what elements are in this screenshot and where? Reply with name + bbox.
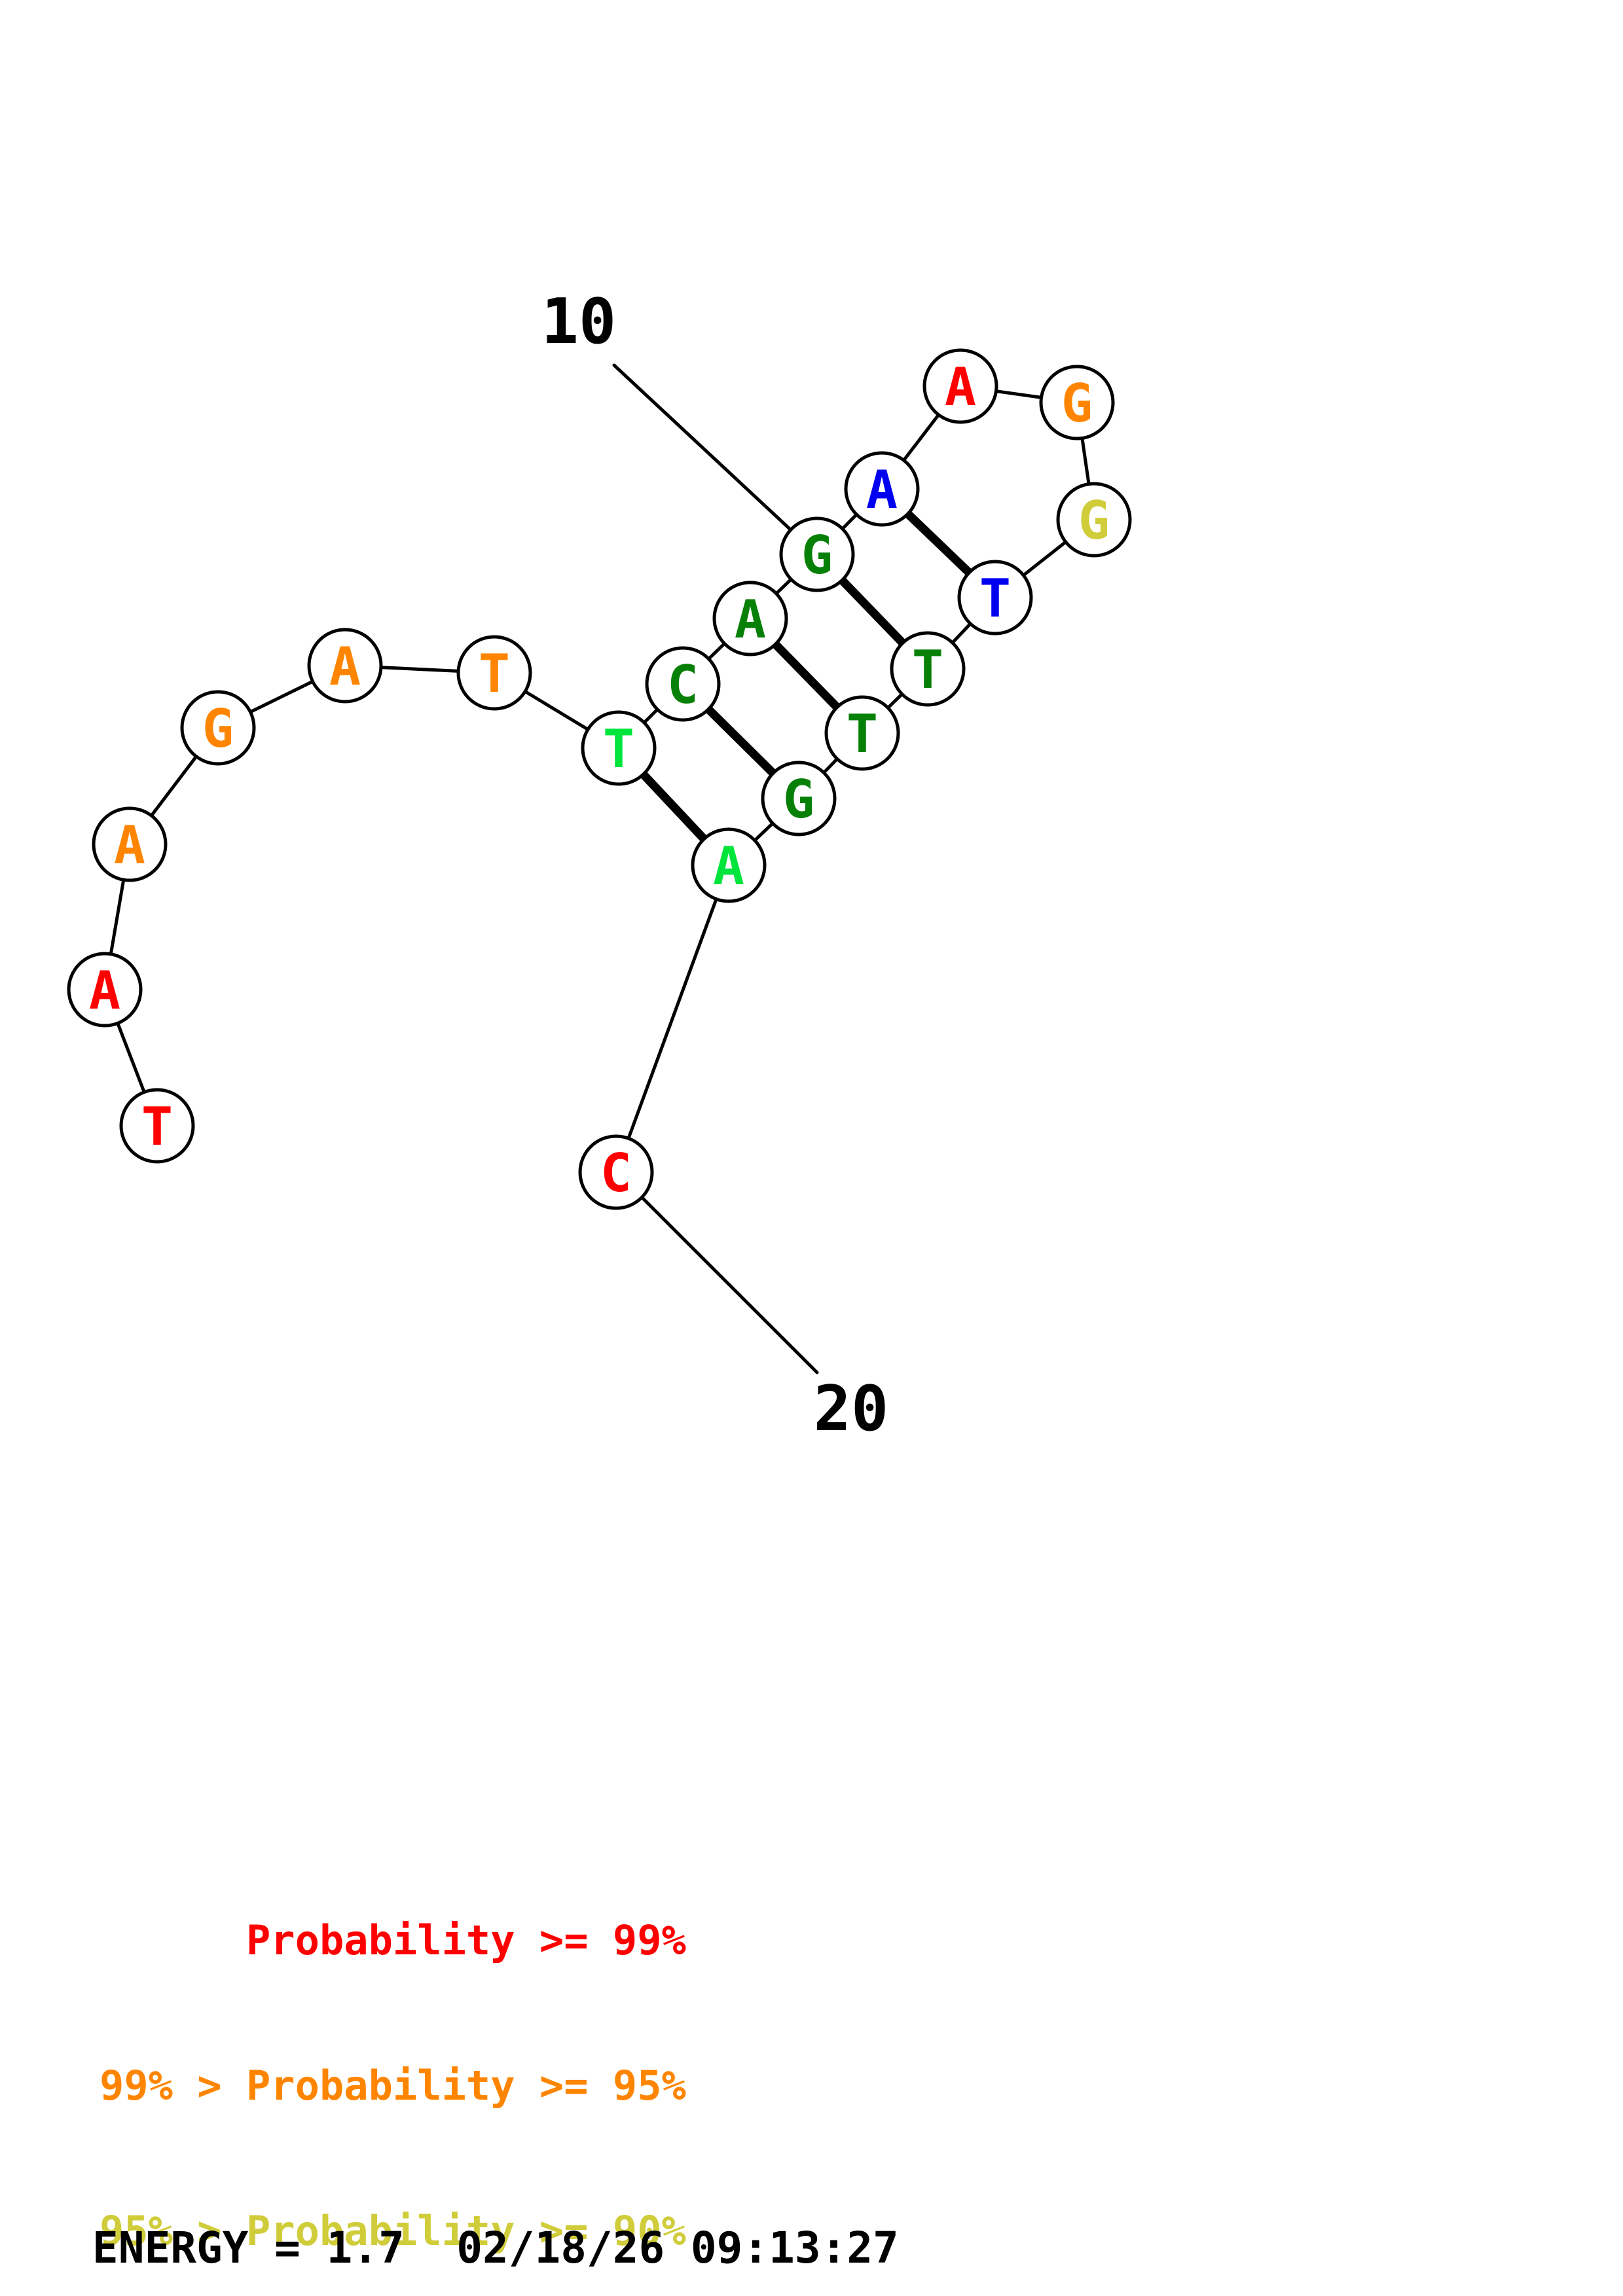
nucleotide-letter-11-A: A xyxy=(866,459,898,520)
nucleotide-letter-13-G: G xyxy=(1061,373,1093,434)
legend-row-p90: 95% > Probability >= 90% xyxy=(100,2207,686,2255)
nucleotide-letter-14-G: G xyxy=(1078,490,1110,551)
nucleotide-letter-16-T: T xyxy=(912,639,943,700)
nucleotide-circle-19 xyxy=(691,827,767,903)
position-label-10: 10 xyxy=(541,286,616,358)
nucleotide-circle-1 xyxy=(119,1088,195,1164)
nucleotide-letter-5-A: A xyxy=(329,636,361,697)
nucleotide-circle-6 xyxy=(456,635,532,711)
nucleotide-letter-7-T: T xyxy=(603,719,634,780)
nucleotide-circle-9 xyxy=(712,581,788,656)
leader-line-20 xyxy=(616,1172,819,1374)
nucleotide-letter-4-G: G xyxy=(202,698,234,759)
nucleotide-letter-9-A: A xyxy=(735,589,766,650)
nucleotide-circle-16 xyxy=(890,631,966,707)
nucleotide-letter-15-T: T xyxy=(979,568,1011,629)
energy-timestamp-text: ENERGY = 1.7 02/18/26 09:13:27 xyxy=(92,2223,899,2273)
nucleotide-circle-20 xyxy=(578,1134,654,1210)
legend-row-p99: Probability >= 99% xyxy=(100,1916,686,1964)
nucleotide-letter-3-A: A xyxy=(114,815,145,876)
backbone-bond-19-20 xyxy=(614,863,731,1174)
nucleotide-circle-5 xyxy=(307,628,383,704)
nucleotide-circle-8 xyxy=(645,646,721,722)
position-labels: 10 20 xyxy=(541,286,888,1445)
nucleotide-circle-7 xyxy=(581,710,657,786)
nucleotide-circle-3 xyxy=(92,806,168,882)
nucleotide-letter-18-G: G xyxy=(783,769,814,830)
nucleotide-letter-6-T: T xyxy=(479,643,510,704)
probability-legend: Probability >= 99% 99% > Probability >= … xyxy=(100,1820,686,2296)
nucleotide-letter-8-C: C xyxy=(667,655,699,715)
nucleotide-letter-19-A: A xyxy=(713,836,744,897)
nucleotide-circle-11 xyxy=(844,451,920,527)
nucleotide-circle-12 xyxy=(922,348,998,424)
legend-row-p95: 99% > Probability >= 95% xyxy=(100,2062,686,2109)
position-label-20: 20 xyxy=(814,1373,888,1445)
nucleotide-circle-13 xyxy=(1039,365,1115,440)
leader-line-10 xyxy=(612,363,819,556)
nucleotide-letter-2-A: A xyxy=(89,960,120,1021)
nucleotide-circle-18 xyxy=(761,761,837,836)
position-leader-lines xyxy=(612,363,819,1374)
nucleotide-circle-14 xyxy=(1056,482,1132,558)
nucleotide-circle-17 xyxy=(824,695,900,771)
nucleotide-circle-2 xyxy=(67,952,143,1028)
nucleotide-circle-15 xyxy=(957,560,1033,636)
nucleotide-letter-10-G: G xyxy=(801,525,833,586)
nucleotide-circle-10 xyxy=(779,516,855,592)
nucleotide-circle-4 xyxy=(180,690,256,766)
nucleotide-letter-12-A: A xyxy=(945,357,976,418)
nucleotide-letter-1-T: T xyxy=(141,1096,173,1157)
nucleotide-letter-20-C: C xyxy=(600,1143,632,1204)
nucleotide-letter-17-T: T xyxy=(847,704,878,764)
